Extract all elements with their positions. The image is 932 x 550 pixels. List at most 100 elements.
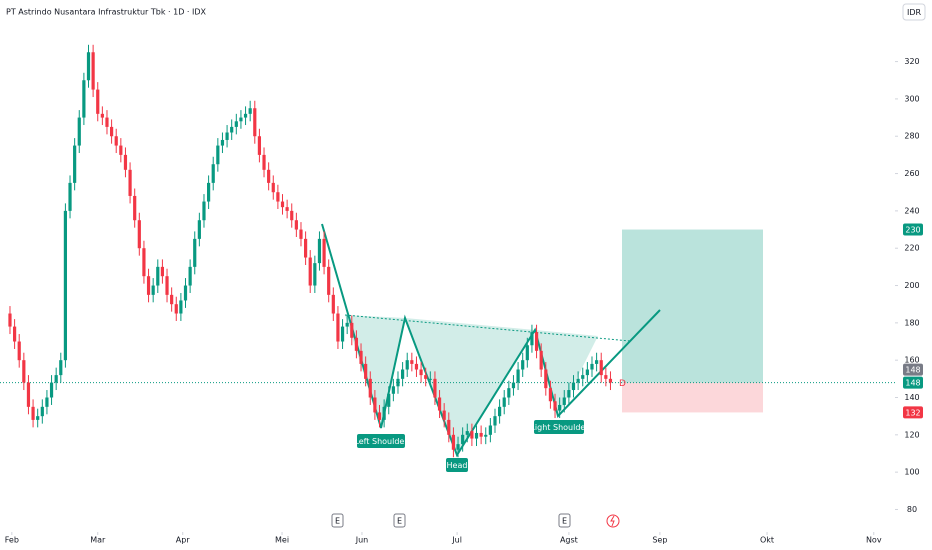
y-tick-label: 200: [904, 281, 919, 290]
dividend-bolt: [610, 515, 615, 527]
candle-body: [405, 360, 409, 370]
candle-body: [114, 136, 118, 146]
pattern-label-text: Head: [447, 461, 468, 470]
x-tick-label: Nov: [866, 536, 882, 545]
target-zone: [622, 229, 763, 383]
price-tag-label: 132: [905, 408, 920, 417]
candle-body: [447, 419, 451, 435]
candle-body: [119, 145, 123, 155]
candle-body: [188, 266, 192, 286]
event-icon[interactable]: [331, 513, 344, 528]
candle-body: [146, 276, 151, 295]
event-icon[interactable]: [393, 513, 406, 528]
pattern-fill: [345, 315, 405, 428]
candle-body: [8, 313, 12, 327]
candle-body: [562, 397, 566, 405]
candle-body: [280, 201, 285, 208]
candle-body: [548, 388, 553, 402]
y-tick-label: 100: [904, 468, 919, 477]
y-tick-label: 140: [904, 393, 919, 402]
candle-body: [327, 266, 331, 295]
candle-body: [17, 341, 21, 361]
candle-body: [595, 360, 599, 364]
y-tick-label: 320: [904, 57, 919, 66]
event-icon[interactable]: [558, 513, 571, 528]
candle-body: [521, 360, 525, 370]
candle-body: [285, 207, 289, 211]
x-tick-label: Mei: [275, 536, 289, 545]
x-tick-label: Agst: [560, 536, 578, 545]
candle-body: [225, 132, 229, 140]
candle-body: [248, 108, 252, 114]
candle-body: [322, 238, 326, 267]
candle-body: [530, 332, 534, 346]
candle-body: [608, 378, 613, 383]
pattern-label-text: Left Shoulder: [354, 437, 408, 446]
candle-body: [414, 363, 419, 370]
candle-body: [377, 412, 382, 420]
position-layer: [0, 229, 895, 413]
candle-body: [206, 182, 211, 202]
candle-body: [424, 375, 428, 379]
candle-body: [174, 304, 178, 314]
candle-body: [461, 434, 465, 445]
candle-body: [493, 416, 497, 426]
candle-body: [354, 337, 359, 351]
candle-body: [49, 382, 54, 398]
candle-body: [262, 154, 266, 170]
candle-body: [59, 360, 63, 376]
x-tick-label: Apr: [176, 536, 191, 545]
candle-body: [340, 326, 345, 342]
candle-body: [571, 382, 576, 391]
chart-title: PT Astrindo Nusantara Infrastruktur Tbk …: [6, 8, 206, 17]
candle-body: [488, 425, 492, 435]
candle-body: [151, 285, 155, 295]
candle-body: [267, 169, 271, 183]
candle-body: [558, 404, 562, 411]
candle-body: [179, 300, 183, 314]
candle-body: [479, 432, 483, 437]
candle-body: [470, 431, 474, 439]
candle-body: [331, 294, 335, 314]
candle-body: [359, 350, 363, 364]
x-tick-label: Jul: [451, 536, 462, 545]
candle-body: [40, 406, 44, 417]
candle-body: [553, 401, 557, 411]
candle-body: [525, 345, 529, 361]
candle-body: [243, 113, 248, 118]
y-tick-label: 80: [907, 505, 917, 514]
candle-body: [183, 285, 188, 301]
pattern-fill: [405, 318, 535, 455]
y-tick-label: 180: [904, 318, 919, 327]
candle-body: [373, 397, 377, 413]
event-text: E: [562, 517, 567, 526]
candle-body: [91, 52, 95, 90]
price-tag-label: 148: [905, 366, 920, 375]
candle-body: [109, 126, 114, 137]
candle-body: [160, 266, 165, 277]
candle-body: [313, 263, 317, 286]
candle-body: [156, 266, 160, 286]
candle-body: [498, 406, 502, 417]
candle-body: [456, 444, 460, 450]
candle-body: [133, 195, 137, 221]
label-box: [357, 434, 405, 448]
candle-body: [364, 363, 368, 379]
candle-body: [26, 382, 31, 407]
candle-body: [585, 369, 589, 376]
candle-body: [511, 382, 516, 389]
candle-body: [45, 397, 49, 407]
candle-body: [401, 369, 405, 379]
candle-body: [31, 406, 35, 420]
candle-body: [82, 80, 86, 118]
candle-body: [516, 369, 520, 383]
candles: D: [8, 44, 626, 458]
candle-body: [428, 378, 432, 380]
candle-body: [193, 238, 197, 267]
candle-body: [276, 192, 280, 202]
currency-button[interactable]: [902, 3, 926, 21]
candle-body: [419, 369, 423, 376]
candle-body: [317, 238, 322, 264]
candle-body: [534, 332, 539, 351]
candle-body: [271, 182, 275, 193]
